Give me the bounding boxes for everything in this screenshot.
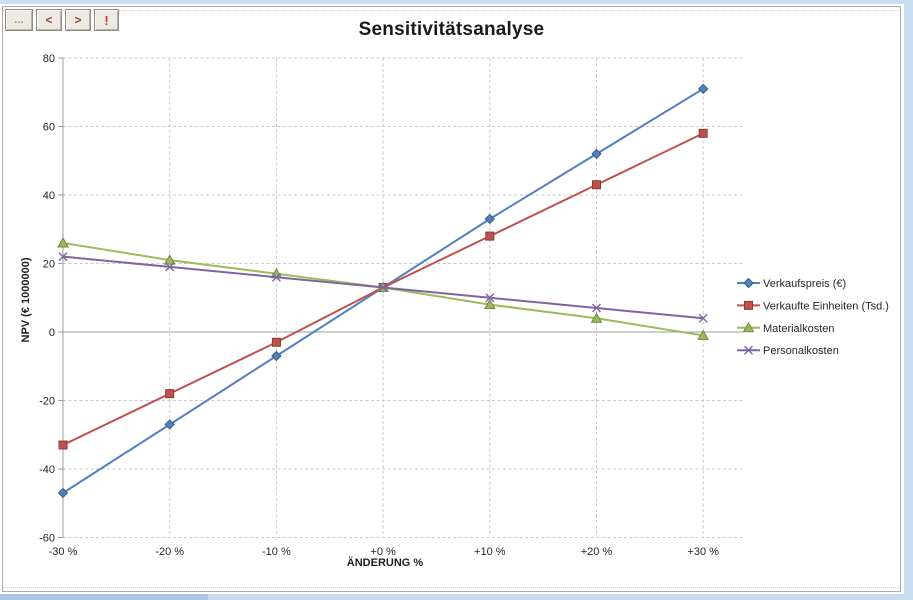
worksheet-cells-top	[0, 0, 913, 4]
y-axis-title: NPV (€ 1000000)	[20, 257, 32, 343]
data-point-marker	[697, 329, 710, 340]
data-point-marker	[164, 419, 175, 430]
data-point-marker	[697, 83, 709, 95]
legend-marker	[744, 300, 753, 310]
x-tick-label: +0 %	[370, 546, 396, 558]
legend-label: Materialkosten	[763, 323, 835, 335]
y-tick-label: 0	[49, 327, 55, 339]
chart-plot-area: -60 -40 -20 0 20 40 60 80 -30 % -20 % -10 % +0 % +10…	[39, 53, 889, 558]
data-point-marker	[58, 252, 68, 262]
form-button-toolbar: ... < > !	[5, 9, 119, 31]
legend-label: Verkaufspreis (€)	[763, 278, 846, 290]
data-point-marker	[378, 282, 388, 292]
x-tick-label: +20 %	[581, 546, 613, 558]
data-point-marker	[483, 298, 496, 310]
data-point-marker	[592, 303, 601, 313]
legend-marker	[743, 277, 754, 289]
chart-inner-dotted-border-top	[3, 10, 900, 11]
chart-title: Sensitivitätsanalyse	[358, 19, 545, 40]
y-tick-label: -60	[39, 533, 55, 545]
data-point-marker	[592, 180, 601, 190]
toolbar-button-more[interactable]: ...	[5, 9, 33, 31]
worksheet-cells-bottom-left	[0, 594, 208, 600]
data-point-marker	[271, 350, 282, 362]
toolbar-button-previous[interactable]: <	[36, 9, 62, 31]
toolbar-button-alert[interactable]: !	[94, 9, 119, 31]
y-tick-label: 40	[43, 190, 55, 202]
data-point-marker	[591, 148, 602, 160]
x-axis-title: ÄNDERUNG %	[346, 557, 424, 569]
x-tick-label: -30 %	[49, 546, 78, 558]
worksheet-cells-bottom	[0, 594, 913, 600]
y-tick-label: 20	[43, 259, 55, 271]
chart-inner-dotted-border-bottom	[3, 587, 900, 588]
legend-marker	[744, 345, 753, 355]
chart-object[interactable]: -60 -40 -20 0 20 40 60 80 -30 % -20 % -10 % +0 % +10…	[2, 6, 901, 592]
data-point-marker	[698, 128, 708, 138]
y-tick-label: -40	[39, 464, 55, 476]
data-point-marker	[165, 389, 175, 399]
data-point-marker	[163, 254, 176, 265]
worksheet-cells-right	[904, 0, 913, 600]
data-point-marker	[590, 312, 603, 323]
y-tick-label: 60	[43, 122, 55, 134]
data-point-marker	[271, 337, 281, 347]
y-tick-label: -20	[39, 396, 55, 408]
data-point-marker	[484, 213, 496, 225]
legend-marker	[742, 321, 755, 333]
data-point-marker	[57, 487, 69, 499]
data-point-marker	[485, 231, 495, 241]
data-point-marker	[485, 293, 495, 303]
x-tick-label: -20 %	[155, 546, 184, 558]
data-point-marker	[58, 440, 68, 450]
legend-label: Personalkosten	[763, 345, 839, 357]
legend-label: Verkaufte Einheiten (Tsd.)	[763, 300, 889, 312]
toolbar-button-next[interactable]: >	[65, 9, 91, 31]
data-point-marker	[271, 272, 281, 282]
data-point-marker	[165, 262, 175, 272]
data-point-marker	[57, 237, 69, 248]
x-tick-label: -10 %	[262, 546, 291, 558]
x-tick-label: +10 %	[474, 546, 506, 558]
data-point-marker	[698, 313, 708, 323]
x-tick-label: +30 %	[687, 546, 719, 558]
y-tick-label: 80	[43, 53, 55, 65]
